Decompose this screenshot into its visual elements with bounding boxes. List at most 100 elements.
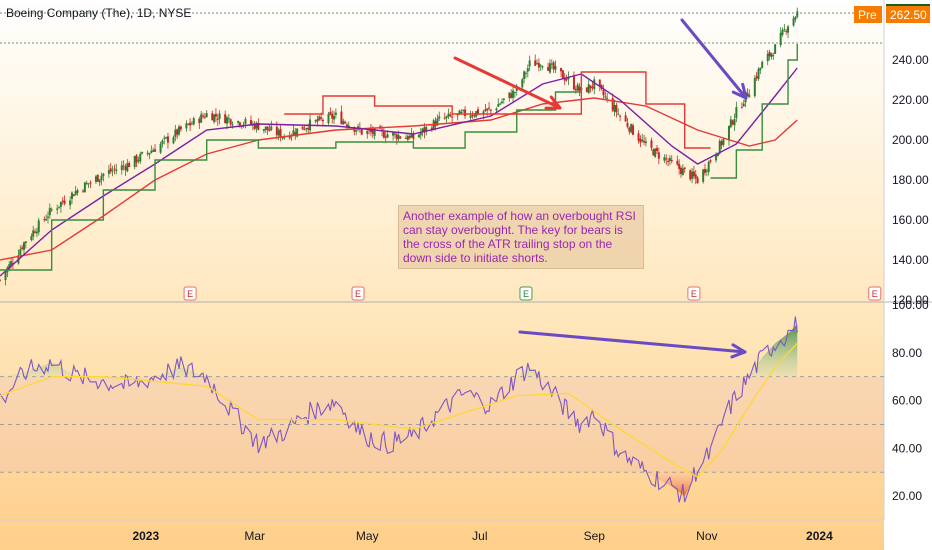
candle-body — [43, 219, 46, 221]
candle-body — [528, 60, 531, 67]
candle-body — [547, 66, 550, 71]
rsi-tick-label: 20.00 — [892, 489, 922, 503]
candle-body — [294, 132, 297, 135]
overlay-line-3 — [284, 71, 711, 149]
candle-body — [316, 119, 319, 122]
candle-body — [727, 125, 730, 141]
candle-body — [585, 87, 588, 93]
candle-body — [4, 271, 7, 281]
candle-body — [211, 113, 214, 121]
candle-body — [305, 128, 308, 130]
time-tick-label: May — [356, 529, 379, 543]
candle-body — [667, 160, 670, 162]
candle-body — [152, 150, 155, 152]
candle-body — [283, 137, 286, 139]
candle-body — [360, 129, 363, 135]
candle-body — [373, 128, 376, 136]
candle-body — [408, 135, 411, 139]
candle-body — [691, 171, 694, 179]
candle-body — [561, 70, 564, 79]
candle-body — [366, 131, 369, 134]
candle-body — [331, 113, 334, 119]
earnings-marker-label: E — [187, 289, 193, 299]
candle-body — [567, 76, 570, 80]
candle-body — [34, 231, 37, 233]
candle-body — [735, 107, 738, 119]
candle-body — [275, 126, 278, 136]
price-tick-label: 140.00 — [892, 253, 929, 267]
candle-body — [237, 121, 240, 123]
candle-body — [22, 242, 25, 250]
candle-body — [24, 241, 27, 243]
candle-body — [715, 154, 718, 161]
candle-body — [238, 122, 241, 126]
pre-tag-label: Pre — [858, 8, 877, 22]
axes: 120.00 140.00 160.00 180.00 200.00 220.00 240.… — [132, 3, 930, 543]
candle-body — [460, 111, 463, 113]
candle-body — [665, 158, 668, 160]
candle-body — [89, 182, 92, 184]
candle-body — [242, 124, 245, 126]
candle-body — [613, 105, 616, 112]
candle-body — [632, 125, 635, 135]
candle-body — [56, 208, 59, 210]
candle-body — [512, 90, 515, 98]
candle-body — [643, 140, 646, 143]
candle-body — [334, 112, 337, 115]
candle-body — [397, 135, 400, 140]
candle-body — [523, 71, 526, 79]
candle-body — [307, 127, 310, 130]
candle-body — [340, 111, 343, 124]
candle-body — [120, 165, 123, 171]
candle-body — [554, 66, 557, 70]
candle-body — [382, 131, 385, 138]
candle-body — [216, 118, 219, 120]
candle-body — [124, 166, 127, 170]
earnings-marker: E — [868, 286, 882, 301]
candle-body — [476, 109, 479, 115]
candle-body — [768, 51, 771, 57]
candle-body — [681, 168, 684, 176]
candle-body — [344, 121, 347, 124]
candle-body — [320, 117, 323, 119]
candle-body — [314, 120, 317, 122]
candle-body — [502, 98, 505, 100]
candle-body — [384, 136, 387, 138]
candle-body — [430, 127, 433, 130]
candle-body — [50, 209, 53, 211]
candle-body — [598, 79, 601, 87]
candle-body — [637, 133, 640, 141]
candle-body — [76, 190, 79, 193]
candle-body — [733, 119, 736, 126]
candle-body — [115, 169, 118, 171]
candle-body — [740, 107, 743, 109]
candle-body — [663, 157, 666, 161]
candle-body — [257, 122, 260, 130]
candle-body — [678, 163, 681, 170]
candle-body — [198, 118, 201, 124]
candle-body — [524, 72, 527, 74]
candle-body — [489, 109, 492, 111]
candle-body — [425, 127, 428, 131]
candle-body — [692, 171, 695, 177]
candle-body — [176, 129, 179, 135]
candle-body — [536, 63, 539, 65]
annotation-note: Another example of how an overbought RSI… — [398, 205, 644, 269]
price-tick-label: 220.00 — [892, 93, 929, 107]
overlay-line-0 — [0, 97, 798, 261]
candle-body — [783, 29, 786, 31]
candle-body — [702, 169, 705, 182]
rsi-tick-label: 40.00 — [892, 441, 922, 455]
candle-body — [574, 88, 577, 91]
candle-body — [218, 113, 221, 119]
candle-body — [266, 126, 269, 131]
candle-body — [611, 98, 614, 111]
candle-body — [488, 107, 491, 109]
candle-body — [578, 86, 581, 92]
candle-body — [641, 139, 644, 142]
candle-body — [703, 169, 706, 173]
earnings-marker: E — [351, 286, 365, 301]
candle-body — [59, 201, 62, 207]
candle-body — [757, 69, 760, 80]
